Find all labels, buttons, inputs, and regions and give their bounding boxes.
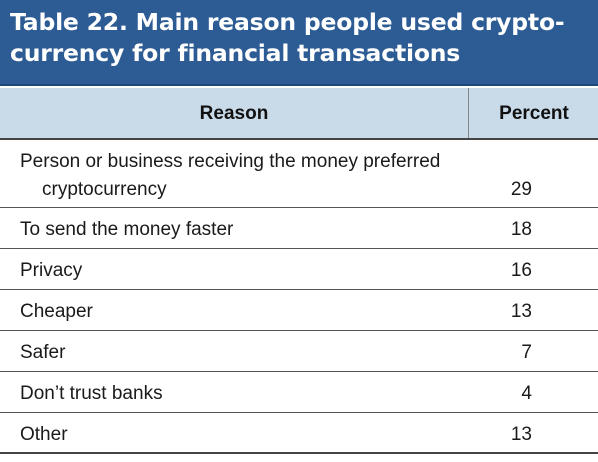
row-percent: 13: [510, 424, 532, 445]
row-reason-line1: Person or business receiving the money p…: [20, 151, 441, 172]
table-row: Safer 7: [0, 331, 598, 372]
table-row: Don’t trust banks 4: [0, 372, 598, 413]
table-column-header: Reason Percent: [0, 88, 598, 140]
table-row: To send the money faster 18: [0, 208, 598, 249]
row-reason-line2: cryptocurrency: [42, 179, 167, 200]
table-bottom-rule: [0, 452, 598, 462]
row-percent: 4: [521, 383, 532, 404]
row-percent: 16: [510, 260, 532, 281]
row-percent: 7: [521, 342, 532, 363]
table-body: Person or business receiving the money p…: [0, 140, 598, 454]
row-reason: Other: [20, 424, 68, 445]
row-reason: Cheaper: [20, 301, 93, 322]
row-reason: Person or business receiving the money p…: [20, 148, 460, 204]
table-row: Other 13: [0, 413, 598, 454]
column-header-reason: Reason: [199, 103, 269, 124]
table-row: Privacy 16: [0, 249, 598, 290]
table-title-bar: Table 22. Main reason people used crypto…: [0, 0, 598, 86]
row-reason: Don’t trust banks: [20, 383, 163, 404]
row-reason: Privacy: [20, 260, 83, 281]
row-reason: To send the money faster: [20, 219, 234, 240]
table-row: Cheaper 13: [0, 290, 598, 331]
row-percent: 18: [510, 219, 532, 240]
row-percent: 29: [510, 179, 532, 200]
row-reason: Safer: [20, 342, 66, 363]
table-row: Person or business receiving the money p…: [0, 140, 598, 208]
table-title: Table 22. Main reason people used crypto…: [10, 7, 588, 69]
row-percent: 13: [510, 301, 532, 322]
table-title-line2: currency for financial transactions: [10, 39, 461, 67]
table-title-line1: Table 22. Main reason people used crypto…: [10, 8, 565, 36]
column-header-percent: Percent: [468, 88, 598, 138]
